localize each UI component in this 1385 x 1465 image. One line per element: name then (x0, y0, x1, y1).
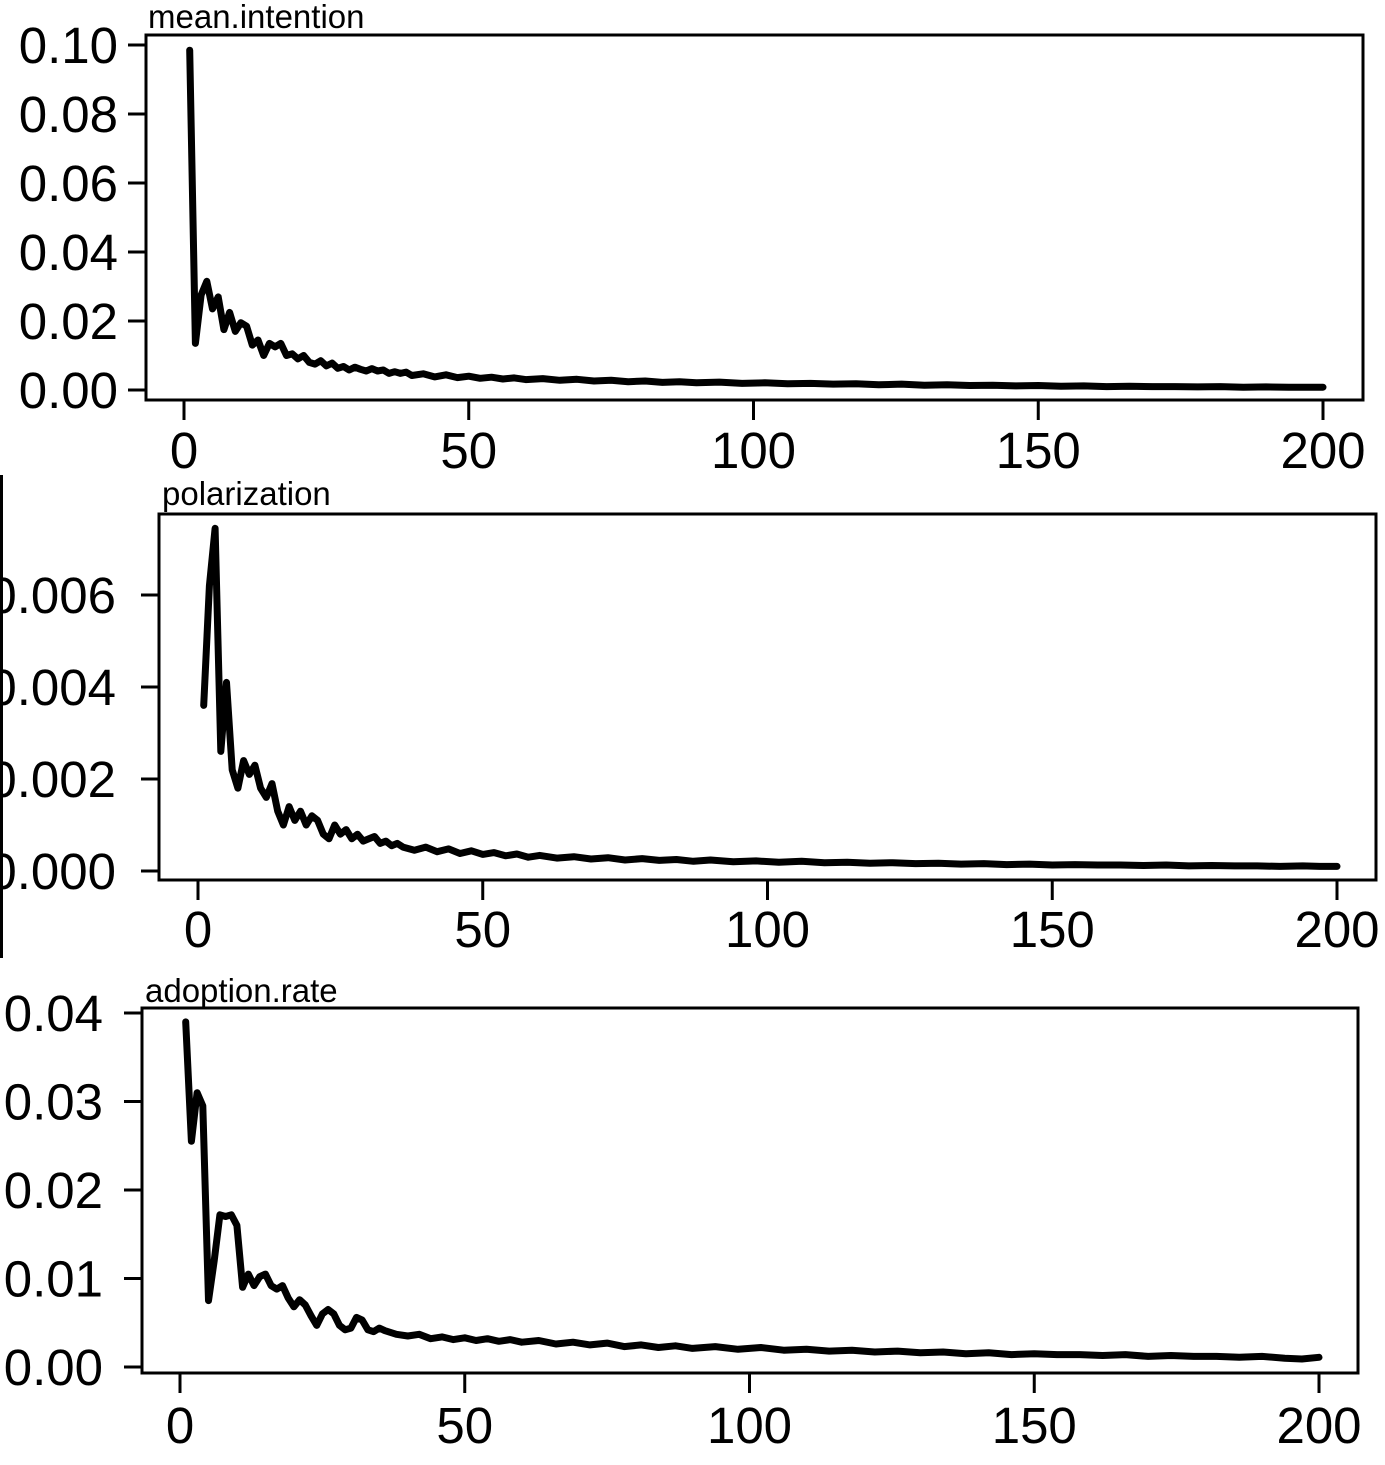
panel-title: adoption.rate (145, 972, 338, 1009)
y-tick-label: 0.000 (0, 843, 116, 900)
x-tick-label: 50 (436, 1397, 493, 1454)
x-tick-label: 200 (1276, 1397, 1361, 1454)
y-tick-label: 0.02 (4, 1162, 103, 1219)
panel-title: polarization (162, 475, 331, 512)
x-tick-label: 50 (440, 422, 497, 479)
y-tick-label: 0.00 (19, 362, 118, 419)
series-line-adoption-rate (182, 1018, 1323, 1363)
x-tick-label: 0 (170, 422, 198, 479)
panel-title: mean.intention (148, 0, 364, 35)
y-tick-label: 0.01 (4, 1251, 103, 1308)
series-line-mean-intention (186, 46, 1327, 391)
x-tick-label: 100 (707, 1397, 792, 1454)
series-line-polarization (200, 524, 1341, 870)
chart-mean-intention: mean.intention 0.00 0.02 0.04 0.06 0.08 0.10 0 5… (19, 0, 1366, 479)
chart-adoption-rate: adoption.rate 0.00 0.01 0.02 0.03 0.04 0 50 100 1… (4, 972, 1362, 1454)
y-tick-label: 0.06 (19, 155, 118, 212)
y-tick-label: 0.10 (19, 17, 118, 74)
y-tick-label: 0.08 (19, 86, 118, 143)
y-tick-label: 0.02 (19, 293, 118, 350)
x-tick-label: 100 (725, 901, 810, 958)
x-tick-label: 50 (454, 901, 511, 958)
plot-box (140, 1006, 1360, 1375)
y-tick-label: 0.04 (4, 985, 103, 1042)
x-tick-label: 0 (166, 1397, 194, 1454)
x-tick-label: 100 (711, 422, 796, 479)
x-tick-label: 0 (184, 901, 212, 958)
y-tick-label: 0.004 (0, 659, 116, 716)
y-tick-label: 0.006 (0, 567, 116, 624)
y-tick-label: 0.04 (19, 224, 118, 281)
x-tick-label: 200 (1294, 901, 1379, 958)
x-tick-label: 200 (1280, 422, 1365, 479)
chart-polarization: polarization 0.000 0.002 0.004 0.006 0 50 100 15… (0, 475, 1380, 958)
plot-box (144, 33, 1365, 402)
x-tick-label: 150 (992, 1397, 1077, 1454)
y-tick-label: 0.03 (4, 1074, 103, 1131)
x-tick-label: 150 (1010, 901, 1095, 958)
x-tick-label: 150 (996, 422, 1081, 479)
plot-box (157, 512, 1378, 882)
y-tick-label: 0.002 (0, 751, 116, 808)
y-tick-label: 0.00 (4, 1339, 103, 1396)
